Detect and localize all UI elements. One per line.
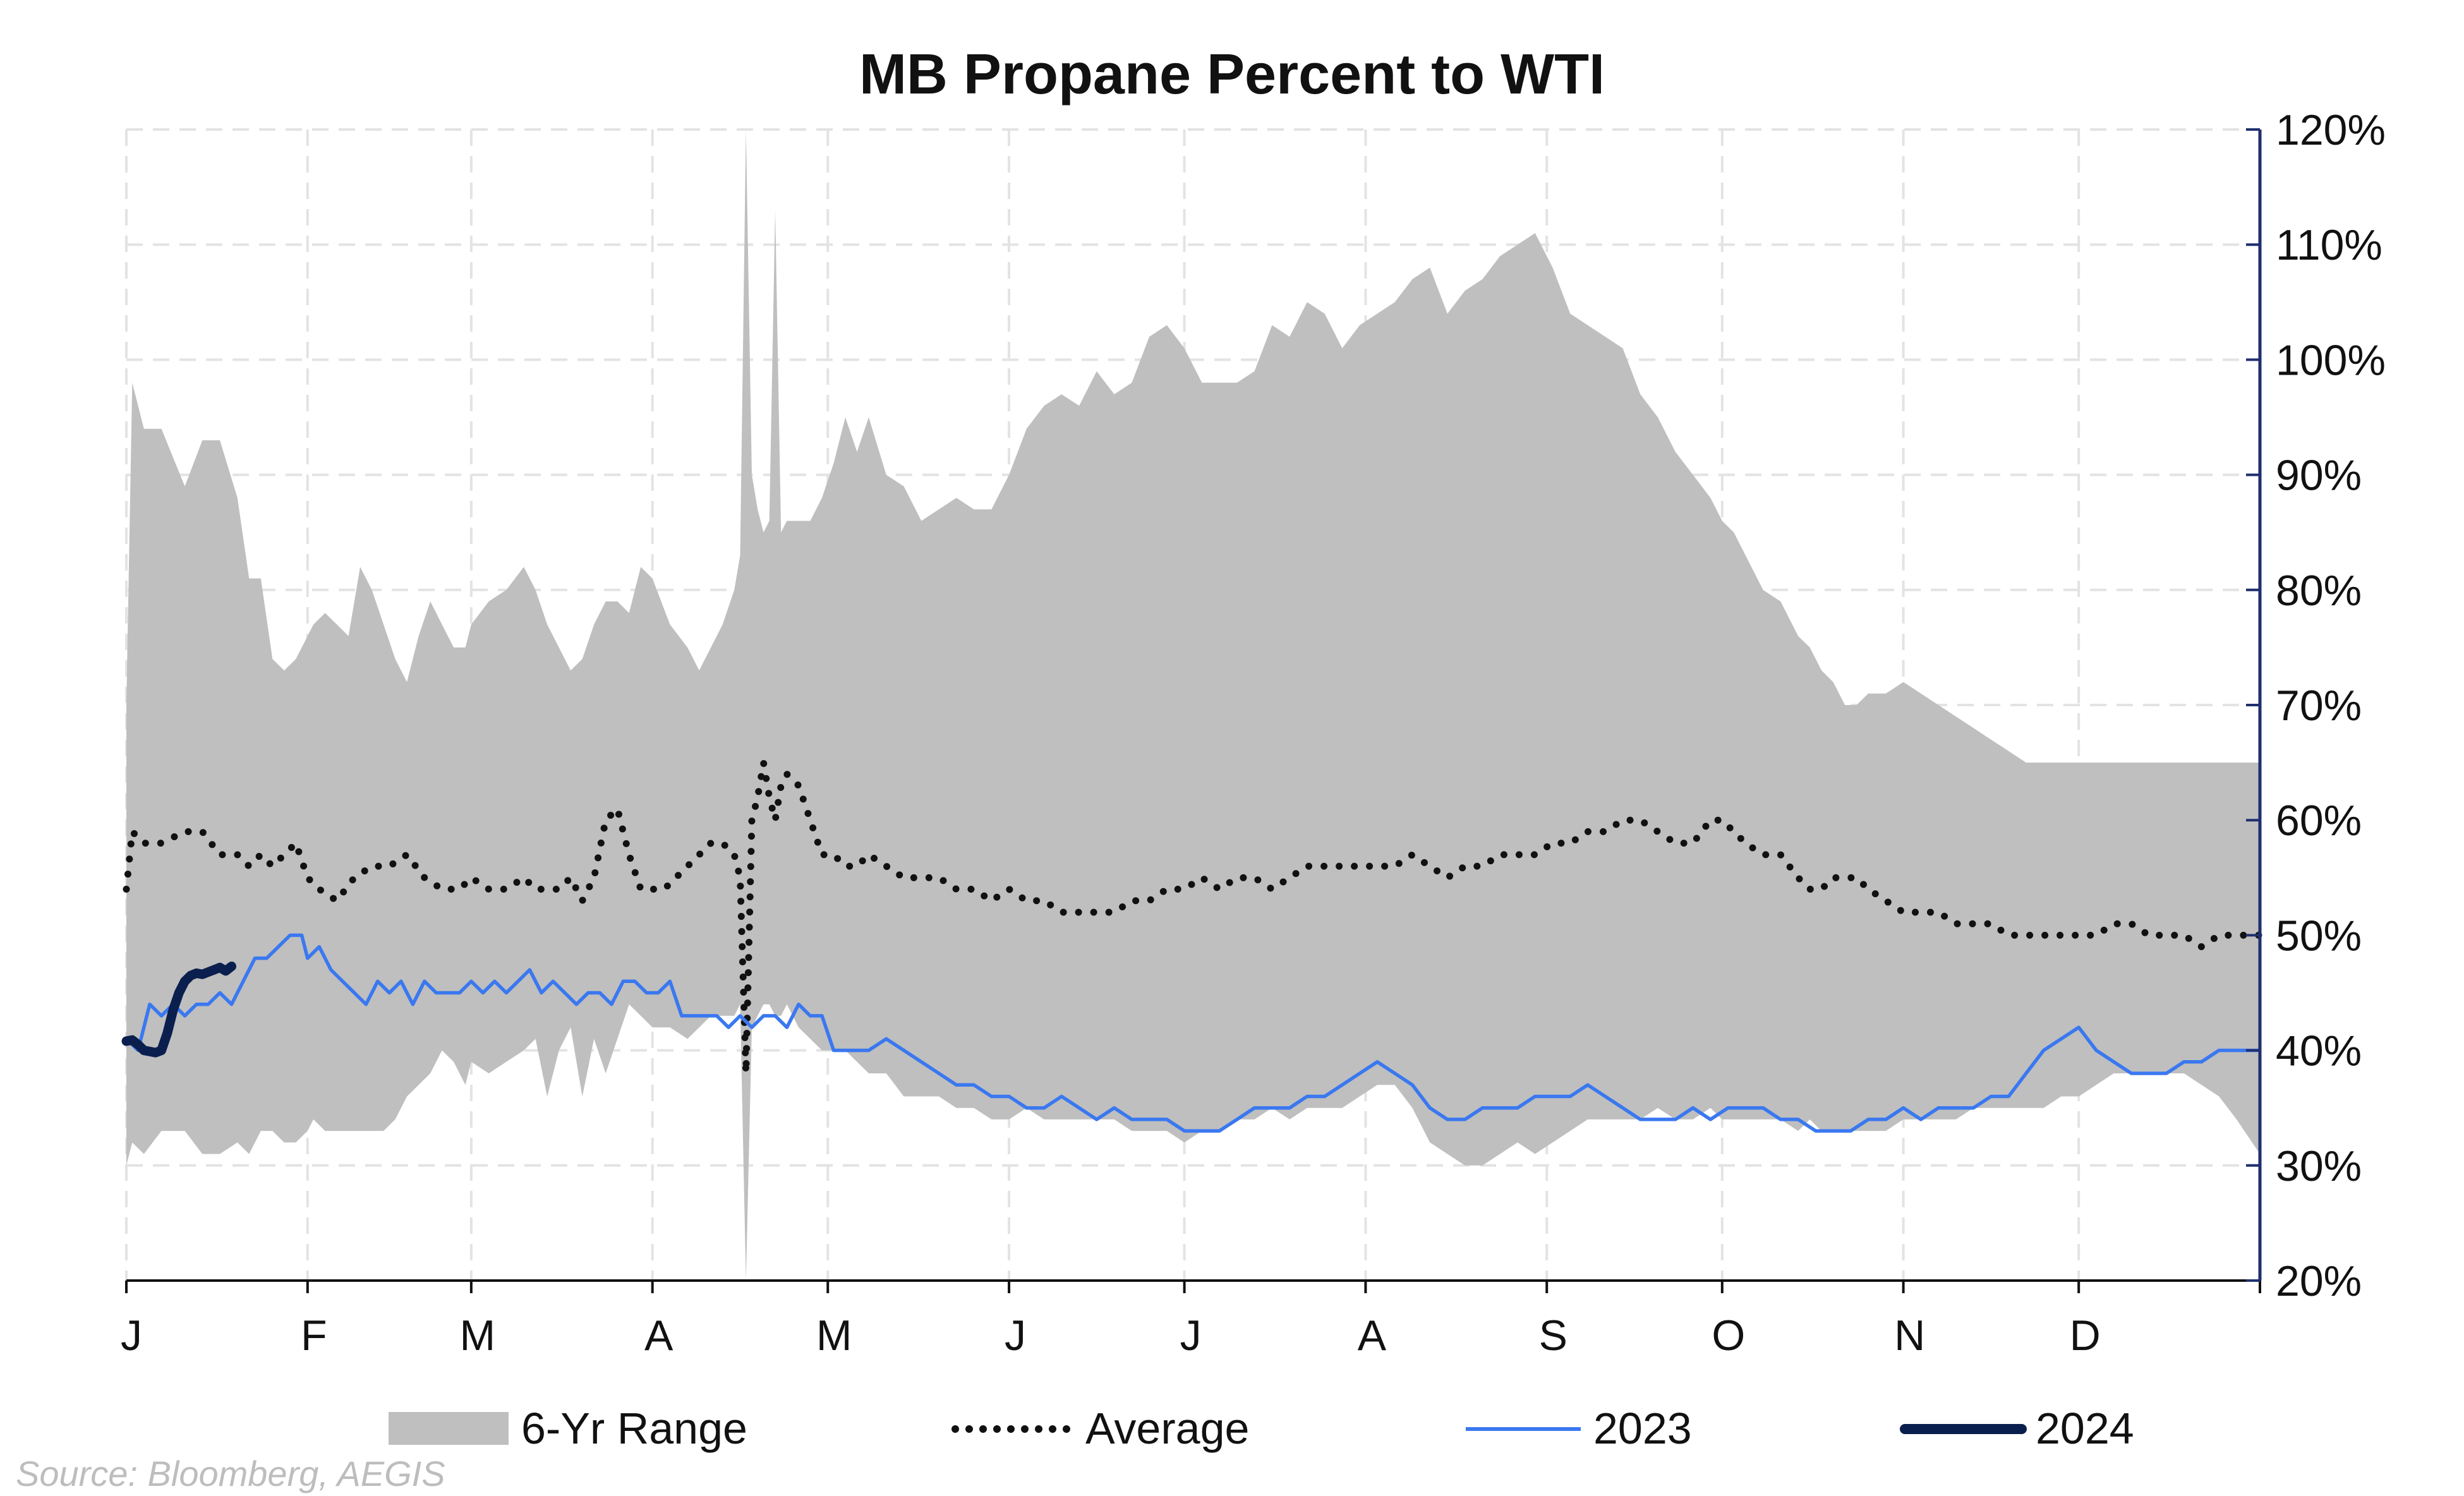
legend-label-range: 6-Yr Range <box>521 1404 747 1453</box>
y-tick-labels: 20% 30% 40% 50% 60% 70% 80% 90% 100% 110% 120% <box>2276 106 2386 1305</box>
y-tick-label: 50% <box>2276 912 2362 960</box>
series-2023-line <box>125 933 2260 1133</box>
x-tick-label: J <box>1005 1312 1026 1360</box>
legend-label-2024: 2024 <box>2036 1404 2134 1453</box>
y-tick-label: 30% <box>2276 1142 2362 1190</box>
x-tick-label: F <box>301 1312 327 1360</box>
y-tick-label: 20% <box>2276 1257 2362 1305</box>
x-tick-label: J <box>1180 1312 1202 1360</box>
legend: 6-Yr Range Average 2023 2024 <box>389 1404 2134 1453</box>
series-2024-layer <box>121 962 236 1058</box>
axes <box>125 128 2262 1293</box>
y-tick-label: 70% <box>2276 682 2362 730</box>
x-tick-label: S <box>1539 1312 1567 1360</box>
series-2024-line <box>121 962 236 1058</box>
x-tick-label: A <box>644 1312 673 1360</box>
y-tick-label: 100% <box>2276 336 2386 384</box>
source-note: Source: Bloomberg, AEGIS <box>16 1454 445 1493</box>
x-tick-label: A <box>1358 1312 1387 1360</box>
x-tick-label: O <box>1712 1312 1745 1360</box>
x-tick-label: N <box>1894 1312 1925 1360</box>
x-tick-label: M <box>460 1312 496 1360</box>
average-series-layer <box>123 762 2264 1074</box>
x-tick-label: D <box>2070 1312 2101 1360</box>
legend-label-2023: 2023 <box>1593 1404 1692 1453</box>
y-tick-label: 40% <box>2276 1027 2362 1075</box>
y-tick-label: 80% <box>2276 567 2362 615</box>
x-tick-label: J <box>121 1312 142 1360</box>
y-tick-label: 60% <box>2276 797 2362 845</box>
legend-label-average: Average <box>1085 1404 1249 1453</box>
y-tick-label: 90% <box>2276 452 2362 500</box>
y-tick-label: 120% <box>2276 106 2386 154</box>
y-tick-label: 110% <box>2276 221 2382 269</box>
x-tick-label: M <box>816 1312 852 1360</box>
chart-title: MB Propane Percent to WTI <box>859 43 1605 106</box>
average-line <box>123 762 2264 1074</box>
legend-swatch-range <box>389 1412 509 1445</box>
series-2023-layer <box>125 933 2260 1133</box>
